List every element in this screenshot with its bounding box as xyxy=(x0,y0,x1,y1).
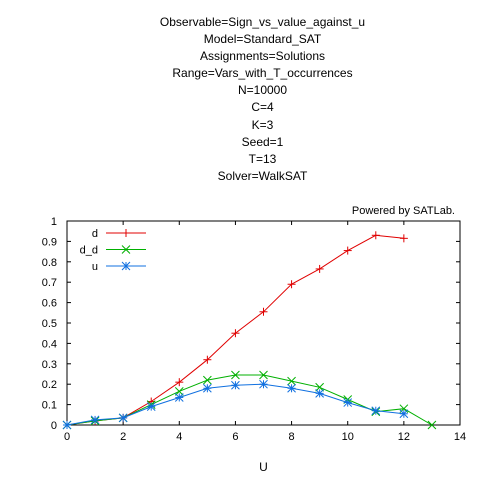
y-tick-label: 0.8 xyxy=(42,257,57,269)
data-point-u xyxy=(203,383,212,393)
y-tick-label: 0.2 xyxy=(42,379,57,391)
x-tick-label: 12 xyxy=(398,431,410,443)
y-tick-label: 0 xyxy=(51,420,57,432)
data-point-d-d xyxy=(231,370,240,380)
data-point-u xyxy=(287,383,296,393)
series-layer xyxy=(62,231,437,430)
data-point-u xyxy=(174,393,184,402)
data-point-u xyxy=(146,402,156,411)
title-line-n: N=10000 xyxy=(237,83,288,98)
y-tick-label: 0.3 xyxy=(42,359,57,371)
y-tick-label: 0.5 xyxy=(42,318,57,330)
data-point-u xyxy=(371,406,381,416)
x-tick-label: 10 xyxy=(342,431,354,443)
data-point-d-d xyxy=(287,376,296,386)
y-tick-label: 0.9 xyxy=(42,236,57,248)
series-d-d xyxy=(62,370,437,430)
x-tick-label: 14 xyxy=(454,431,466,443)
data-point-d xyxy=(315,264,324,273)
data-point-u xyxy=(231,380,240,390)
y-tick-label: 0.6 xyxy=(42,298,57,310)
x-tick-label: 8 xyxy=(289,431,295,443)
data-point-u xyxy=(118,413,128,423)
y-tick-label: 0.7 xyxy=(42,277,57,289)
title-line-range: Range=Vars_with_T_occurrences xyxy=(172,66,353,81)
data-point-d-d xyxy=(203,375,212,385)
data-point-u xyxy=(62,420,72,430)
data-point-u xyxy=(399,409,409,419)
series-u xyxy=(62,379,409,430)
data-point-d xyxy=(175,378,184,387)
data-point-u xyxy=(259,379,268,389)
data-point-d xyxy=(203,355,212,364)
title-line-solver: Solver=WalkSAT xyxy=(217,168,308,183)
title-line-assignments: Assignments=Solutions xyxy=(199,49,326,64)
legend: d d_du xyxy=(80,228,146,273)
data-point-d xyxy=(343,246,352,255)
legend-label: d xyxy=(92,228,98,240)
chart-title-block: Observable=Sign_vs_value_against_u Model… xyxy=(0,14,480,185)
x-tick-label: 4 xyxy=(176,431,182,443)
axis-ticks: 0 2 4 6 8 10 12 14 0 0.1 0.2 0.3 0.4 0.5 0.6 0.7 0.8 0.9 1 xyxy=(42,216,466,443)
data-point-d-d xyxy=(427,420,437,430)
data-point-u xyxy=(343,398,353,407)
x-tick-label: 6 xyxy=(232,431,238,443)
x-axis-label: U xyxy=(259,460,268,474)
x-tick-label: 0 xyxy=(64,431,70,443)
title-line-model: Model=Standard_SAT xyxy=(203,32,322,47)
title-line-k: K=3 xyxy=(251,117,274,132)
y-tick-label: 1 xyxy=(51,216,57,228)
data-point-d xyxy=(259,307,268,316)
legend-swatch-marker xyxy=(121,261,131,271)
legend-swatch-marker xyxy=(121,245,131,254)
powered-by-note: Powered by SATLab. xyxy=(352,205,455,217)
data-point-d xyxy=(231,329,240,338)
data-point-d xyxy=(371,231,380,240)
y-tick-label: 0.4 xyxy=(42,338,57,350)
plot-frame xyxy=(66,220,461,426)
title-line-observable: Observable=Sign_vs_value_against_u xyxy=(159,15,366,29)
data-point-d-d xyxy=(259,370,268,380)
data-point-d xyxy=(399,234,408,243)
legend-label: d_d xyxy=(80,245,98,257)
data-point-d-d xyxy=(174,386,184,396)
title-line-t: T=13 xyxy=(248,151,277,166)
x-tick-label: 2 xyxy=(120,431,126,443)
data-point-d xyxy=(287,280,296,289)
legend-swatch-marker xyxy=(122,229,130,237)
data-point-d-d xyxy=(315,382,324,392)
title-line-seed: Seed=1 xyxy=(241,134,284,149)
legend-label: u xyxy=(92,261,98,273)
title-line-c: C=4 xyxy=(251,100,274,115)
y-tick-label: 0.1 xyxy=(42,400,57,412)
data-point-u xyxy=(90,415,100,425)
data-point-u xyxy=(315,389,324,398)
series-d xyxy=(63,231,408,429)
